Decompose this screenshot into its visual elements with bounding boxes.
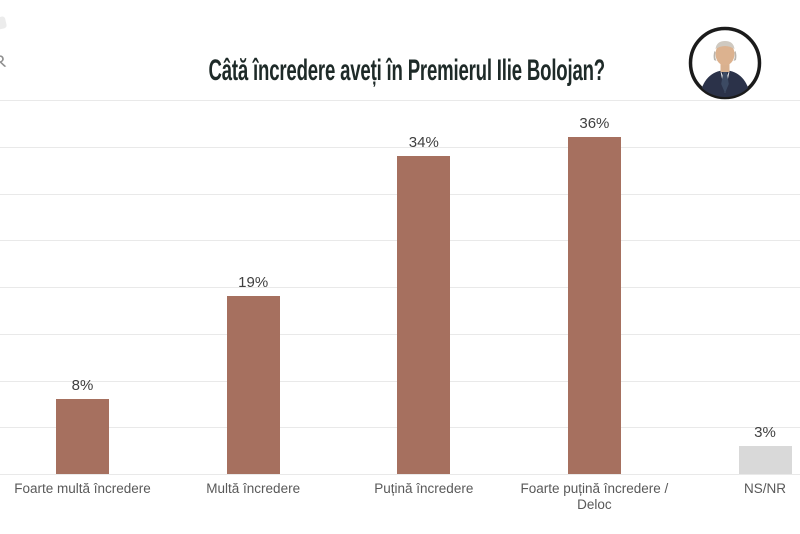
category-label-5: NS/NR	[670, 481, 800, 497]
category-label-line: Multă încredere	[206, 481, 301, 496]
category-label-line: Foarte puțină încredere /	[520, 481, 669, 496]
avatar	[687, 25, 763, 101]
value-label-5: 3%	[754, 424, 776, 441]
bar-3	[397, 156, 451, 474]
category-label-1: Foarte multă încredere	[0, 481, 178, 497]
category-label-line: Puțină încredere	[374, 481, 474, 496]
value-label-1: 8%	[71, 377, 94, 394]
gridline-35pct	[0, 146, 800, 148]
category-label-2: Multă încredere	[158, 481, 348, 497]
category-label-3: Puțină încredere	[329, 481, 519, 497]
value-label-3: 34%	[408, 134, 439, 151]
category-label-line: NS/NR	[743, 481, 786, 496]
category-label-line: Foarte multă încredere	[14, 481, 151, 496]
value-label-2: 19%	[238, 274, 269, 291]
category-label-4: Foarte puțină încredere / Deloc	[499, 481, 689, 513]
gridline-0pct	[0, 474, 800, 475]
category-label-line: Deloc	[577, 497, 612, 512]
bar-4	[567, 137, 621, 474]
gridline-40pct	[0, 100, 800, 101]
chart-title-text: Câtă încredere aveți în Premierul Ilie B…	[208, 54, 606, 87]
value-label-4: 36%	[579, 115, 610, 132]
chart-title: Câtă încredere aveți în Premierul Ilie B…	[0, 50, 800, 88]
bar-2	[226, 296, 280, 474]
person-portrait-icon	[688, 26, 762, 100]
bar-5	[738, 446, 792, 474]
bar-1	[56, 399, 109, 474]
